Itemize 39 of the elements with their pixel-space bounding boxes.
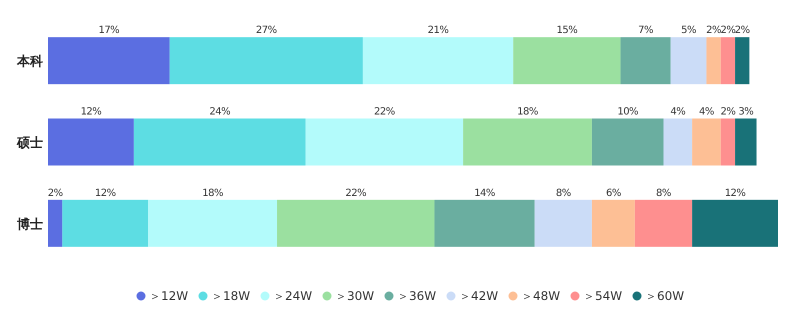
data-label: 12% bbox=[80, 106, 102, 118]
legend-label: ＞54W bbox=[583, 289, 622, 303]
legend-label: ＞48W bbox=[521, 289, 560, 303]
data-label: 18% bbox=[202, 188, 223, 199]
data-label: 4% bbox=[670, 106, 686, 118]
data-label: 24% bbox=[209, 106, 230, 118]
legend-label: ＞36W bbox=[397, 289, 436, 303]
y-tick-label: 硕士 bbox=[16, 136, 43, 151]
legend-label: ＞30W bbox=[335, 289, 374, 303]
data-label: 22% bbox=[345, 188, 366, 199]
y-tick-label: 博士 bbox=[16, 216, 43, 232]
legend-label: ＞60W bbox=[645, 289, 684, 303]
data-label: 21% bbox=[428, 25, 448, 36]
data-label: 27% bbox=[256, 25, 277, 36]
data-label: 2% bbox=[720, 25, 736, 36]
data-label: 4% bbox=[698, 106, 714, 118]
data-label: 10% bbox=[617, 106, 638, 118]
data-label: 8% bbox=[656, 188, 671, 199]
data-label: 12% bbox=[94, 188, 116, 199]
data-label: 14% bbox=[474, 188, 495, 199]
data-label: 7% bbox=[638, 25, 654, 36]
data-label: 5% bbox=[681, 25, 696, 36]
legend-label: ＞18W bbox=[211, 289, 250, 303]
data-label: 2% bbox=[706, 25, 722, 36]
legend-label: ＞24W bbox=[273, 289, 312, 303]
data-label: 2% bbox=[720, 106, 736, 118]
data-label: 22% bbox=[374, 106, 395, 118]
data-label: 6% bbox=[606, 188, 621, 199]
y-tick-label: 本科 bbox=[16, 54, 43, 70]
legend-label: ＞12W bbox=[149, 289, 188, 303]
data-label: 8% bbox=[556, 188, 571, 199]
data-label: 2% bbox=[734, 25, 750, 36]
data-label: 18% bbox=[517, 106, 538, 118]
data-label: 3% bbox=[738, 106, 754, 118]
data-label: 12% bbox=[724, 188, 746, 199]
data-label: 2% bbox=[48, 188, 63, 199]
data-label: 17% bbox=[98, 25, 120, 36]
data-label: 15% bbox=[556, 25, 578, 36]
legend-label: ＞42W bbox=[459, 289, 498, 303]
